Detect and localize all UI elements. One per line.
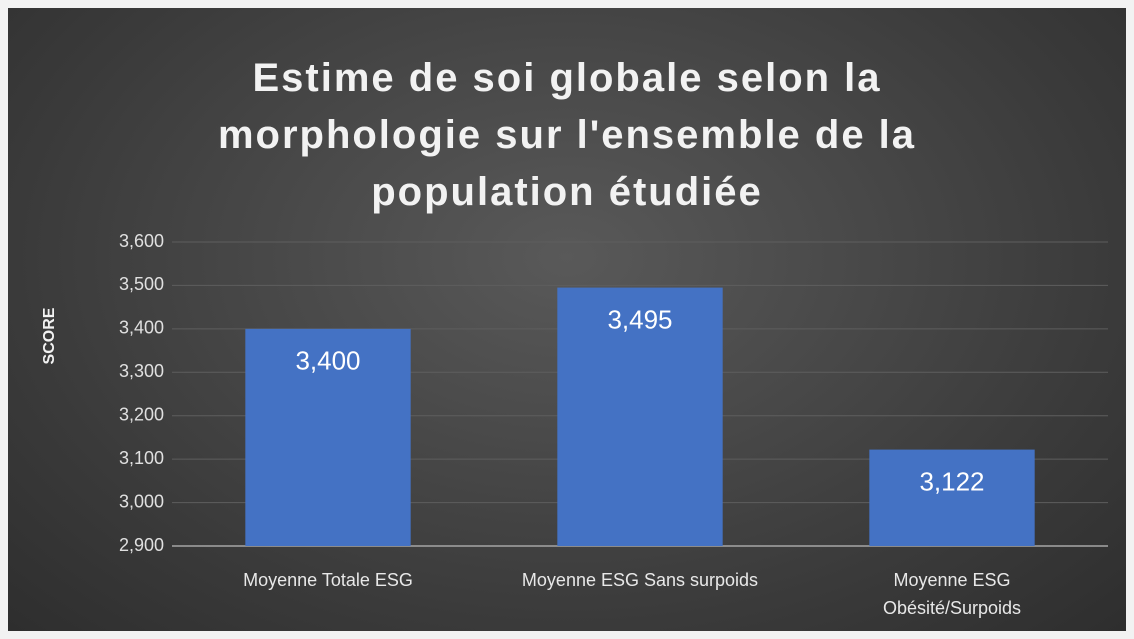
bar bbox=[245, 328, 411, 546]
x-tick-label: Moyenne ESG Obésité/Surpoids bbox=[882, 570, 1022, 618]
data-label: 3,495 bbox=[607, 304, 672, 334]
y-tick-label: 3,200 bbox=[119, 404, 164, 424]
bar bbox=[557, 287, 723, 546]
chart-title: Estime de soi globale selon la morpholog… bbox=[217, 56, 917, 214]
y-tick-label: 3,100 bbox=[119, 448, 164, 468]
y-tick-label: 3,000 bbox=[119, 491, 164, 511]
y-tick-label: 3,600 bbox=[119, 231, 164, 251]
y-axis-label: SCORE bbox=[41, 307, 58, 364]
data-label: 3,400 bbox=[295, 346, 360, 376]
y-tick-label: 2,900 bbox=[119, 535, 164, 555]
y-tick-label: 3,500 bbox=[119, 274, 164, 294]
x-tick-label: Moyenne Totale ESG bbox=[243, 570, 413, 590]
data-label: 3,122 bbox=[919, 466, 984, 496]
y-tick-label: 3,400 bbox=[119, 318, 164, 338]
x-tick-label: Moyenne ESG Sans surpoids bbox=[521, 570, 759, 590]
y-tick-label: 3,300 bbox=[119, 361, 164, 381]
bar bbox=[869, 449, 1035, 546]
